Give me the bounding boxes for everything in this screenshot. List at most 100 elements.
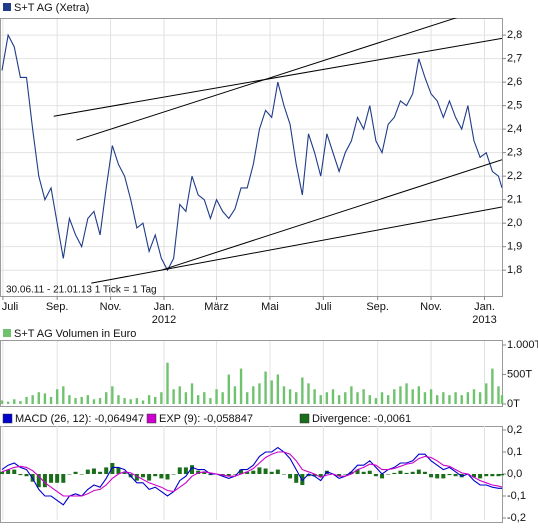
trend-line (53, 37, 502, 117)
x-tick-label: März (204, 301, 228, 313)
volume-bar (344, 392, 347, 404)
x-tick-year: 2013 (472, 314, 496, 326)
divergence-bar (245, 471, 250, 474)
volume-bar (68, 395, 71, 404)
volume-bar (31, 395, 34, 404)
volume-bar (485, 383, 488, 404)
divergence-bar (435, 474, 440, 479)
divergence-bar (85, 469, 90, 474)
y-tick-label: 2,5 (507, 100, 522, 112)
trend-line (161, 159, 502, 271)
divergence-bar (0, 471, 4, 474)
volume-bar (288, 389, 292, 404)
volume-bar (423, 392, 427, 404)
volume-bar (25, 396, 28, 404)
divergence-bar (404, 472, 409, 474)
volume-bar (190, 383, 194, 404)
x-tick-label: Juli (2, 301, 19, 313)
divergence-bar (275, 469, 280, 474)
y-tick-label: 2,1 (507, 194, 522, 206)
y-tick-label: 2,8 (507, 29, 522, 41)
volume-bar (141, 400, 145, 404)
volume-bar (472, 389, 476, 404)
volume-bar (209, 398, 212, 404)
y-tick-label: 2,3 (507, 147, 522, 159)
divergence-bar (373, 474, 378, 477)
divergence-bar (61, 474, 66, 483)
divergence-bar (447, 474, 452, 476)
volume-bar (500, 395, 504, 404)
divergence-bar (55, 474, 60, 483)
volume-bar (80, 396, 83, 404)
divergence-bar (171, 474, 176, 475)
divergence-bar (500, 474, 504, 476)
volume-frame (0, 340, 503, 407)
volume-bar (368, 395, 371, 404)
volume-bar (111, 386, 114, 404)
divergence-bar (67, 474, 72, 475)
divergence-bar (232, 474, 237, 475)
volume-bar (92, 399, 96, 404)
divergence-bar (367, 470, 372, 474)
divergence-bar (416, 469, 421, 474)
divergence-bar (226, 474, 231, 477)
y-tick-label: 500T (507, 368, 532, 380)
divergence-bar (343, 474, 348, 475)
divergence-bar (355, 469, 360, 474)
x-tick-label: Juli (315, 301, 332, 313)
x-tick-label: Jan. (154, 301, 175, 313)
macd-line (1, 446, 502, 506)
volume-bar (374, 398, 378, 404)
volume-bar (6, 401, 10, 404)
marks (0, 18, 504, 506)
divergence-bar (281, 474, 286, 475)
price-frame (0, 18, 503, 297)
divergence-bar (337, 474, 342, 477)
volume-bar (129, 399, 132, 404)
legend-swatch (299, 413, 310, 424)
divergence-bar (496, 474, 501, 477)
volume-bar (19, 401, 22, 404)
y-tick-label: 1,9 (507, 241, 522, 253)
volume-bar (307, 383, 310, 404)
divergence-bar (36, 474, 41, 488)
volume-bar (123, 398, 126, 404)
divergence-bar (312, 474, 317, 477)
volume-bar (411, 389, 414, 404)
macd-line (1, 451, 503, 497)
volume-bar (405, 383, 408, 404)
divergence-bar (410, 471, 415, 474)
volume-bar (221, 392, 224, 404)
volume-bar (147, 395, 151, 404)
divergence-bar (42, 474, 47, 488)
divergence-bar (490, 474, 495, 477)
volume-bar (295, 392, 298, 404)
y-tick-label: 0T (507, 398, 520, 410)
y-tick-label: 1.000T (507, 339, 538, 351)
annotation: 30.06.11 - 21.01.13 1 Tick = 1 Tag (6, 285, 157, 296)
volume-bar (105, 392, 108, 404)
y-tick-label: -0,1 (507, 490, 526, 502)
volume-bar (160, 392, 163, 404)
divergence-bar (361, 471, 366, 474)
divergence-bar (98, 471, 103, 474)
volume-bar (417, 386, 421, 404)
divergence-bar (165, 474, 170, 480)
legend-swatch (3, 329, 11, 337)
volume-bar (331, 389, 335, 404)
divergence-bar (183, 467, 188, 474)
divergence-bar (159, 474, 164, 479)
volume-bar (442, 392, 445, 404)
x-tick-label: Jan. (474, 301, 495, 313)
volume-bar (313, 389, 316, 404)
volume-bar (86, 395, 90, 404)
volume-bar (117, 395, 120, 404)
volume-bar (239, 368, 243, 404)
volume-bar (319, 395, 322, 404)
volume-bar (282, 386, 286, 404)
volume-bar (245, 392, 249, 404)
divergence-bar (6, 469, 11, 474)
volume-bar (478, 392, 482, 404)
volume-bar (203, 392, 206, 404)
